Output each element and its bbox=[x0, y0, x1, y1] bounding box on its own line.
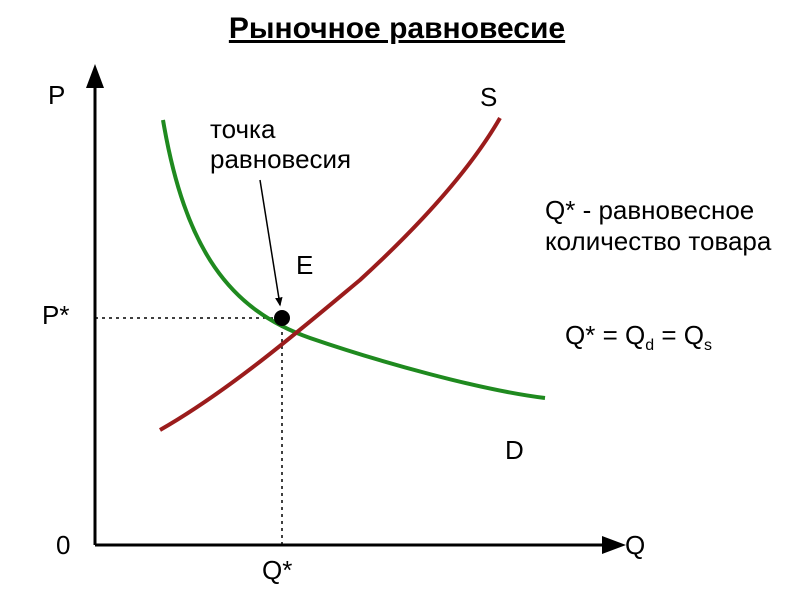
label-s: S bbox=[480, 82, 497, 113]
label-q-star: Q* bbox=[262, 555, 292, 586]
equilibrium-chart bbox=[0, 0, 794, 595]
label-zero: 0 bbox=[56, 530, 70, 561]
q-eq-sub-d: d bbox=[645, 337, 654, 354]
pointer-arrow bbox=[260, 180, 280, 305]
label-p-star: P* bbox=[42, 300, 69, 331]
label-e: E bbox=[296, 250, 313, 281]
label-q: Q bbox=[625, 530, 645, 561]
label-p: P bbox=[48, 80, 65, 111]
q-eq-sub-s: s bbox=[704, 337, 712, 354]
label-q-desc: Q* - равновесное количество товара bbox=[545, 195, 785, 257]
label-q-equation: Q* = Qd = Qs bbox=[565, 320, 712, 355]
label-eq-point: точка равновесия bbox=[210, 115, 351, 175]
q-eq-part2: = Q bbox=[654, 320, 704, 350]
equilibrium-point bbox=[274, 310, 290, 326]
label-d: D bbox=[505, 435, 524, 466]
q-eq-part1: Q* = Q bbox=[565, 320, 645, 350]
